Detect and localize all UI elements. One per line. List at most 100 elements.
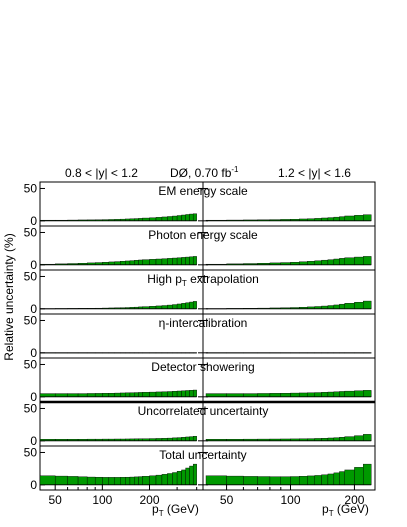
bar [149, 391, 157, 398]
x-axis-title-right-unit: (GeV) [334, 502, 369, 516]
bar [327, 259, 335, 266]
bar [299, 261, 308, 266]
x-axis-title-right-p: p [322, 502, 329, 516]
bar [149, 475, 157, 486]
bar [333, 304, 340, 310]
y-tick-label: 0 [30, 214, 37, 228]
bar [142, 392, 150, 398]
bar [321, 474, 329, 486]
bar [327, 305, 335, 310]
y-tick-label: 0 [30, 258, 37, 272]
bar [327, 217, 335, 222]
bar [176, 303, 182, 310]
bar [192, 389, 197, 398]
bar [77, 393, 88, 398]
bar [339, 437, 345, 442]
bar [142, 259, 150, 266]
panel-title-pre: High p [147, 272, 182, 286]
bar [290, 392, 300, 398]
y-tick-label: 0 [30, 346, 37, 360]
bar [192, 463, 197, 486]
x-axis-title-right-text: pT (GeV) [322, 502, 369, 518]
bar [161, 305, 168, 310]
y-tick-label: 50 [24, 357, 38, 371]
bar [167, 437, 173, 442]
bar [339, 391, 345, 398]
bar [333, 391, 340, 398]
bar [108, 393, 115, 398]
bar [125, 476, 131, 486]
bar [155, 474, 163, 486]
bar [167, 216, 173, 222]
bar [172, 215, 178, 222]
bar [114, 392, 121, 398]
panel-title: Total uncertainty [159, 448, 246, 462]
bar [176, 471, 182, 486]
bar [108, 261, 115, 266]
y-tick-label: 50 [24, 445, 38, 459]
bar [172, 257, 178, 266]
bar [314, 260, 322, 266]
bar [167, 391, 173, 398]
bar [176, 215, 182, 222]
bar [321, 392, 329, 398]
y-tick-label: 0 [30, 302, 37, 316]
panel-title: η-intercalibration [159, 316, 248, 330]
panel-3: 0 50 High pT extrapolation [24, 269, 375, 316]
bar [321, 305, 329, 310]
bar [226, 393, 244, 398]
bar [120, 477, 126, 486]
bar [161, 474, 168, 486]
bar [280, 476, 291, 486]
x-tick-label: 50 [220, 493, 234, 507]
x-axis-title-left-unit: (GeV) [164, 502, 199, 516]
y-tick-label: 0 [30, 434, 37, 448]
y-tick-label: 0 [30, 478, 37, 492]
bar [354, 256, 364, 266]
bar [94, 393, 103, 398]
bar [226, 475, 244, 486]
bar [181, 437, 186, 442]
bar [307, 261, 315, 266]
bar [363, 434, 372, 442]
bar [86, 393, 96, 398]
bar [299, 392, 308, 398]
y-tick-label: 0 [30, 390, 37, 404]
bar [189, 465, 194, 486]
bar [333, 472, 340, 486]
panel-title: Photon energy scale [148, 228, 258, 242]
bar [181, 390, 186, 398]
bar [354, 435, 364, 442]
bar [134, 476, 139, 486]
bar [102, 477, 110, 486]
bar [344, 215, 355, 222]
header-center-text: DØ, 0.70 fb [170, 166, 232, 180]
bar [354, 302, 364, 310]
x-tick-label: 100 [92, 493, 112, 507]
panel-title: Detector showering [151, 360, 254, 374]
bar [167, 258, 173, 266]
bar [39, 393, 56, 398]
y-axis-title: Relative uncertainty (%) [2, 233, 16, 360]
header: 0.8 < |y| < 1.2 DØ, 0.70 fb-1 1.2 < |y| … [65, 165, 351, 180]
bar [181, 469, 186, 486]
bar [339, 216, 345, 222]
bar [192, 436, 197, 442]
bar [134, 260, 139, 266]
x-axis-title-left: pT (GeV) [152, 502, 199, 518]
bar [363, 463, 372, 486]
bar [333, 437, 340, 442]
header-center: DØ, 0.70 fb-1 [170, 165, 239, 180]
y-tick-label: 50 [24, 401, 38, 415]
header-left-range: 0.8 < |y| < 1.2 [65, 166, 138, 180]
bar [185, 390, 190, 398]
bar [363, 214, 372, 222]
bar [205, 475, 227, 486]
bar [155, 305, 163, 310]
bar [172, 304, 178, 310]
bar [243, 476, 258, 486]
bar [142, 476, 150, 486]
bar [138, 392, 143, 398]
bar [344, 257, 355, 266]
bar [257, 393, 271, 398]
